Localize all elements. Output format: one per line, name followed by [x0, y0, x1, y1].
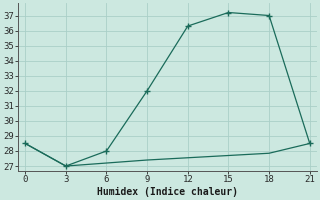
X-axis label: Humidex (Indice chaleur): Humidex (Indice chaleur): [97, 186, 238, 197]
